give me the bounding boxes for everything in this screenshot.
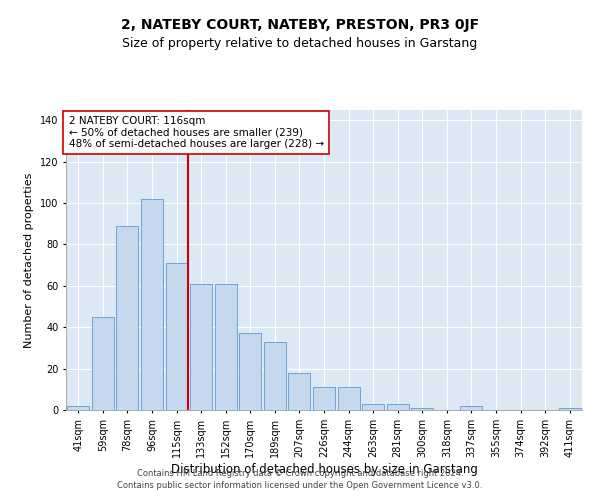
Bar: [116, 226, 139, 410]
Bar: [338, 387, 359, 410]
Bar: [67, 406, 89, 410]
Bar: [411, 408, 433, 410]
X-axis label: Distribution of detached houses by size in Garstang: Distribution of detached houses by size …: [170, 462, 478, 475]
Bar: [264, 342, 286, 410]
Text: Contains HM Land Registry data © Crown copyright and database right 2024.
Contai: Contains HM Land Registry data © Crown c…: [118, 468, 482, 490]
Bar: [386, 404, 409, 410]
Bar: [362, 404, 384, 410]
Bar: [460, 406, 482, 410]
Text: 2, NATEBY COURT, NATEBY, PRESTON, PR3 0JF: 2, NATEBY COURT, NATEBY, PRESTON, PR3 0J…: [121, 18, 479, 32]
Y-axis label: Number of detached properties: Number of detached properties: [25, 172, 34, 348]
Bar: [141, 199, 163, 410]
Bar: [215, 284, 237, 410]
Bar: [289, 373, 310, 410]
Bar: [239, 334, 262, 410]
Bar: [313, 387, 335, 410]
Text: Size of property relative to detached houses in Garstang: Size of property relative to detached ho…: [122, 38, 478, 51]
Text: 2 NATEBY COURT: 116sqm
← 50% of detached houses are smaller (239)
48% of semi-de: 2 NATEBY COURT: 116sqm ← 50% of detached…: [68, 116, 324, 149]
Bar: [92, 317, 114, 410]
Bar: [166, 263, 188, 410]
Bar: [190, 284, 212, 410]
Bar: [559, 408, 581, 410]
